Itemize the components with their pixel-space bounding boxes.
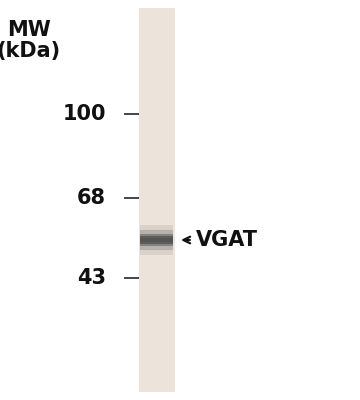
Bar bbox=[140, 230, 173, 250]
Bar bbox=[140, 238, 173, 242]
Text: 68: 68 bbox=[77, 188, 106, 208]
Text: 100: 100 bbox=[63, 104, 106, 124]
Text: MW
(kDa): MW (kDa) bbox=[0, 20, 61, 61]
Text: 43: 43 bbox=[77, 268, 106, 288]
Bar bbox=[140, 236, 173, 244]
Bar bbox=[140, 234, 173, 246]
Bar bbox=[140, 225, 173, 255]
Bar bbox=[139, 8, 175, 392]
Text: VGAT: VGAT bbox=[196, 230, 258, 250]
